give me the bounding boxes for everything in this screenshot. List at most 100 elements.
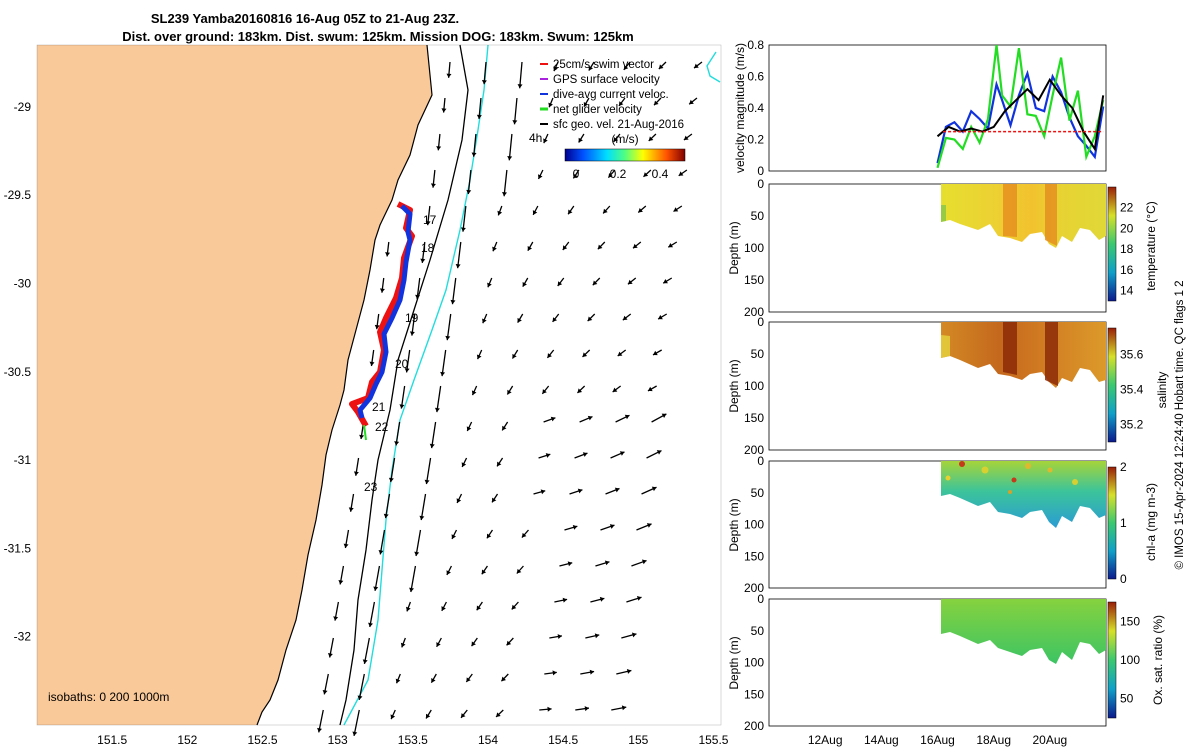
current-arrow-head <box>512 353 517 359</box>
current-arrow <box>436 385 442 413</box>
chla-colorbar <box>1107 466 1117 580</box>
time-label-4h: 4h <box>529 131 542 145</box>
map-lon-tick: 152 <box>177 733 197 747</box>
depth-tick: 50 <box>751 486 765 500</box>
current-arrow <box>390 457 396 483</box>
current-arrow-head <box>426 713 431 719</box>
current-arrow-head <box>327 653 333 658</box>
current-arrow <box>462 205 467 232</box>
figure-title: SL239 Yamba20160816 16-Aug 05Z to 21-Aug… <box>151 11 459 26</box>
current-arrow-head <box>461 462 467 467</box>
current-arrow-head <box>385 252 391 257</box>
chla-patch <box>945 475 951 481</box>
map-lon-tick: 153 <box>328 733 348 747</box>
chla-patch <box>1011 477 1017 483</box>
current-arrow-head <box>643 172 649 177</box>
coastline <box>256 44 433 726</box>
depth-tick: 0 <box>757 315 764 329</box>
current-arrow-head <box>450 299 456 305</box>
current-arrow-head <box>557 634 562 639</box>
map-lon-tick: 153.5 <box>398 733 428 747</box>
current-arrow <box>513 97 518 125</box>
legend-swim-vector: 25cm/s swim vector <box>553 59 654 71</box>
current-arrow <box>446 313 452 341</box>
current-arrow-head <box>383 513 389 519</box>
current-arrow-head <box>633 243 638 249</box>
colorbar-tick: 0 <box>1120 572 1127 586</box>
depth-tick: 100 <box>744 379 764 393</box>
depth-tick: 200 <box>744 719 764 733</box>
current-arrow-head <box>373 586 379 591</box>
temperature-colorbar-ticks: 14 16 18 20 22 <box>1120 201 1134 298</box>
time-tick: 12Aug <box>808 733 843 747</box>
current-arrow-head <box>507 389 512 395</box>
current-arrow-head <box>507 156 513 161</box>
map-axis-ticks: 151.5 152 152.5 153 153.5 154 154.5 155 155.5 -29… <box>4 100 729 747</box>
colorbar-tick: 100 <box>1120 653 1140 667</box>
current-arrow-head <box>446 73 452 78</box>
time-tick: 20Aug <box>1032 733 1067 747</box>
temperature-depth-ticks: 0 50 100 150 200 <box>744 177 764 319</box>
current-arrow-head <box>626 668 632 674</box>
current-arrow-head <box>622 315 628 321</box>
current-arrow-head <box>627 279 633 285</box>
current-arrow-head <box>353 471 359 476</box>
isobath-200m <box>339 44 469 726</box>
depth-tick: 100 <box>744 241 764 255</box>
velocity-axes <box>768 44 1107 172</box>
current-arrow-head <box>409 331 415 336</box>
colorbar-tick: 1 <box>1120 516 1127 530</box>
current-arrow-head <box>592 280 598 286</box>
current-arrow-head <box>415 294 421 300</box>
colorbar-tick: 35.2 <box>1120 417 1144 431</box>
current-arrow-head <box>431 678 436 683</box>
current-arrow-head <box>362 659 368 664</box>
current-arrow-head <box>425 220 431 226</box>
current-arrow-head <box>352 731 358 736</box>
current-arrow-head <box>522 281 527 287</box>
current-arrow <box>410 565 417 593</box>
chla-patch <box>1047 467 1053 473</box>
chla-patch <box>959 461 965 467</box>
chla-high-patches <box>945 461 1078 494</box>
colorbar-tick: 50 <box>1120 692 1134 706</box>
current-arrow-head <box>568 209 573 215</box>
day-label-17: 17 <box>423 213 437 227</box>
current-arrow-head <box>648 136 654 141</box>
time-axis-ticks: 12Aug 14Aug 16Aug 18Aug 20Aug <box>808 733 1067 747</box>
current-arrow-head <box>419 515 425 521</box>
current-arrow-head <box>608 172 613 178</box>
current-arrow-head <box>617 351 623 357</box>
chla-depth-ticks: 0 50 100 150 200 <box>744 454 764 595</box>
current-arrow <box>363 637 370 664</box>
current-arrow-head <box>562 597 568 603</box>
map-frame <box>36 44 722 726</box>
current-arrow-head <box>471 390 477 396</box>
velocity-series-line <box>936 77 1105 152</box>
current-arrow-head <box>502 425 507 431</box>
time-tick: 14Aug <box>864 733 899 747</box>
chla-section <box>941 461 1106 528</box>
current-arrow <box>353 709 360 737</box>
current-arrow-head <box>466 677 471 683</box>
current-arrow <box>508 133 513 161</box>
current-arrow <box>415 529 422 557</box>
depth-tick: 200 <box>744 581 764 595</box>
current-arrow-head <box>532 210 538 215</box>
map-lat-tick: -31.5 <box>4 541 32 555</box>
current-arrow-head <box>506 640 512 646</box>
velocity-y-tick: 0.8 <box>747 38 764 52</box>
current-arrow-head <box>588 65 594 71</box>
current-arrow-head <box>689 99 694 105</box>
current-arrow-head <box>455 263 461 269</box>
velocity-ylabel: velocity magnitude (m/s) <box>733 43 747 173</box>
current-arrow-head <box>492 497 497 503</box>
oxygen-section <box>941 599 1106 664</box>
current-arrow <box>374 565 381 591</box>
current-arrow-head <box>414 551 420 557</box>
current-arrow-head <box>492 246 497 252</box>
map-lat-tick: -30 <box>14 276 32 290</box>
velocity-series-line <box>936 45 1105 169</box>
current-arrow-head <box>694 63 699 69</box>
current-arrow-head <box>663 278 668 284</box>
